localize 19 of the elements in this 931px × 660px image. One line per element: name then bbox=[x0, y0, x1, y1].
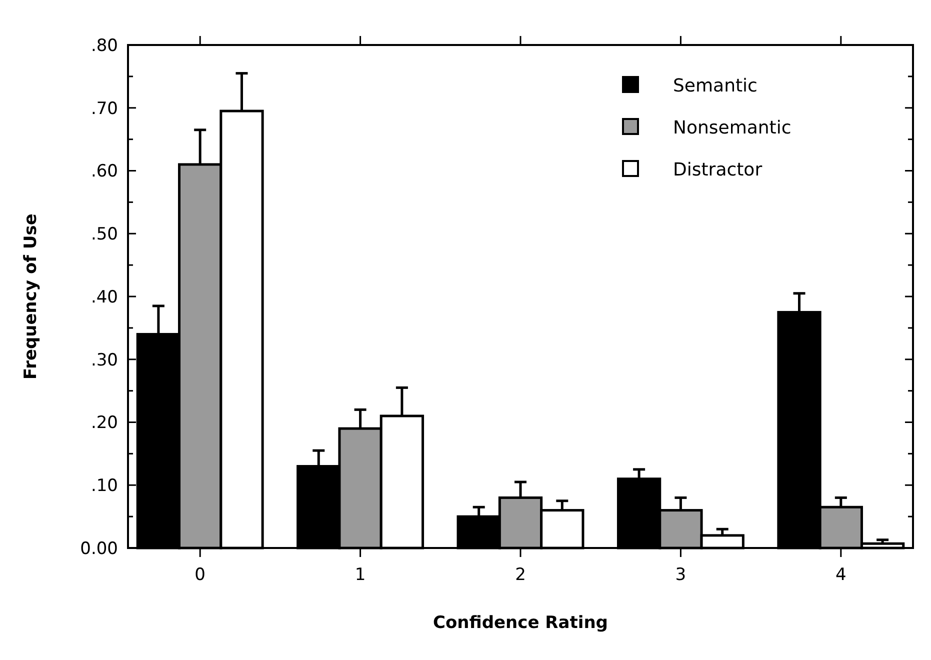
y-tick-label: .50 bbox=[90, 224, 118, 245]
x-tick-label: 3 bbox=[675, 565, 686, 585]
y-tick-label: .40 bbox=[90, 287, 118, 308]
legend-label: Semantic bbox=[673, 75, 758, 96]
x-axis-title: Confidence Rating bbox=[433, 613, 608, 633]
x-tick-label: 4 bbox=[835, 565, 846, 585]
x-tick-label: 0 bbox=[194, 565, 206, 585]
x-tick-label: 2 bbox=[515, 565, 526, 585]
y-tick-label: 0.00 bbox=[80, 538, 118, 559]
legend-label: Nonsemantic bbox=[673, 117, 792, 138]
legend-label: Distractor bbox=[673, 159, 763, 180]
y-axis-title: Frequency of Use bbox=[21, 214, 41, 380]
y-tick-label: .60 bbox=[90, 162, 118, 182]
y-tick-label: .20 bbox=[90, 413, 118, 434]
y-tick-label: .70 bbox=[90, 98, 118, 119]
x-tick-label: 1 bbox=[354, 565, 366, 585]
y-tick-label: .80 bbox=[90, 36, 118, 56]
y-tick-label: .10 bbox=[90, 476, 118, 496]
y-tick-label: .30 bbox=[90, 350, 118, 370]
